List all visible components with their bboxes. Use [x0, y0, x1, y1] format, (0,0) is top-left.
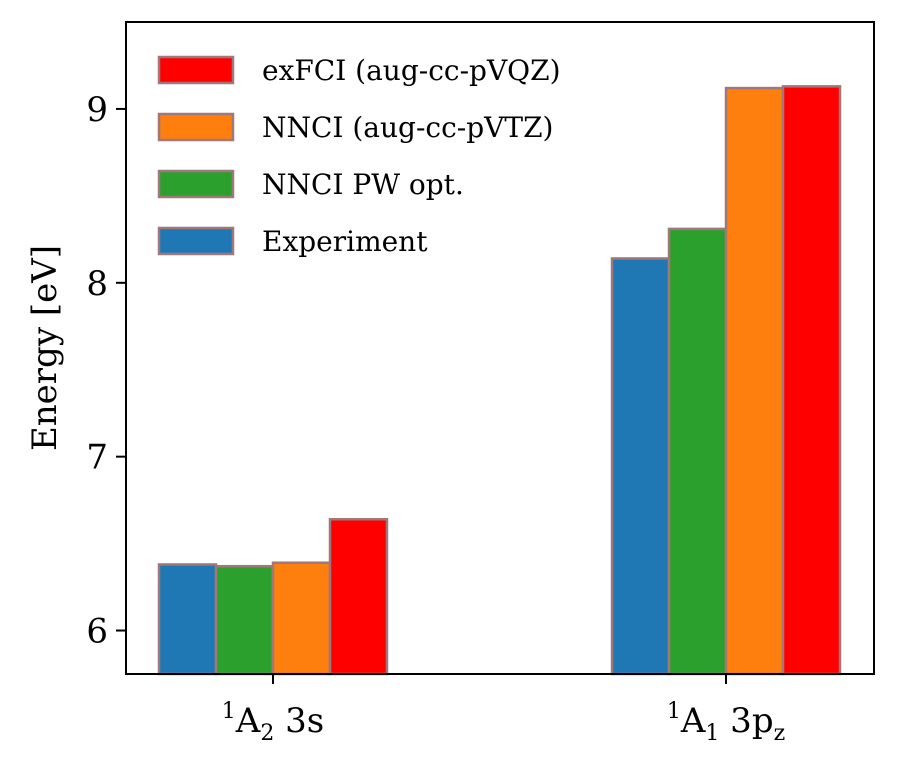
legend-label: exFCI (aug-cc-pVQZ): [262, 54, 561, 87]
y-axis: 6 7 8 9: [86, 90, 126, 652]
bar-nnci-pw-opt--0: [214, 564, 275, 676]
y-tick-label: 8: [86, 264, 108, 304]
legend-swatch: [157, 55, 235, 85]
legend: exFCI (aug-cc-pVQZ) NNCI (aug-cc-pVTZ) NNC…: [157, 54, 561, 258]
x-tick-label: 1A2 3s: [222, 699, 324, 746]
bar-nnci-aug-cc-pvtz--1: [724, 86, 785, 676]
legend-swatch: [157, 169, 235, 199]
bar-exfci-aug-cc-pvqz--1: [781, 85, 842, 676]
y-tick-label: 6: [86, 612, 108, 652]
bar-exfci-aug-cc-pvqz--0: [328, 518, 389, 676]
legend-label: NNCI (aug-cc-pVTZ): [262, 111, 553, 144]
bar-experiment-1: [610, 257, 671, 676]
y-axis-label: Energy [eV]: [25, 245, 65, 451]
bar-experiment-0: [157, 563, 218, 676]
legend-swatch: [157, 112, 235, 142]
legend-swatch: [157, 226, 235, 256]
bars-group: [157, 85, 842, 676]
legend-label: Experiment: [262, 225, 428, 258]
plot-area-frame: [125, 21, 875, 675]
x-tick-label: 1A1 3pz: [667, 699, 785, 746]
legend-label: NNCI PW opt.: [262, 168, 464, 201]
y-tick-label: 9: [86, 90, 108, 130]
y-tick-label: 7: [86, 438, 108, 478]
bar-nnci-pw-opt--1: [667, 227, 728, 676]
bar-nnci-aug-cc-pvtz--0: [271, 561, 332, 676]
x-axis: 1A2 3s 1A1 3pz: [222, 674, 785, 746]
